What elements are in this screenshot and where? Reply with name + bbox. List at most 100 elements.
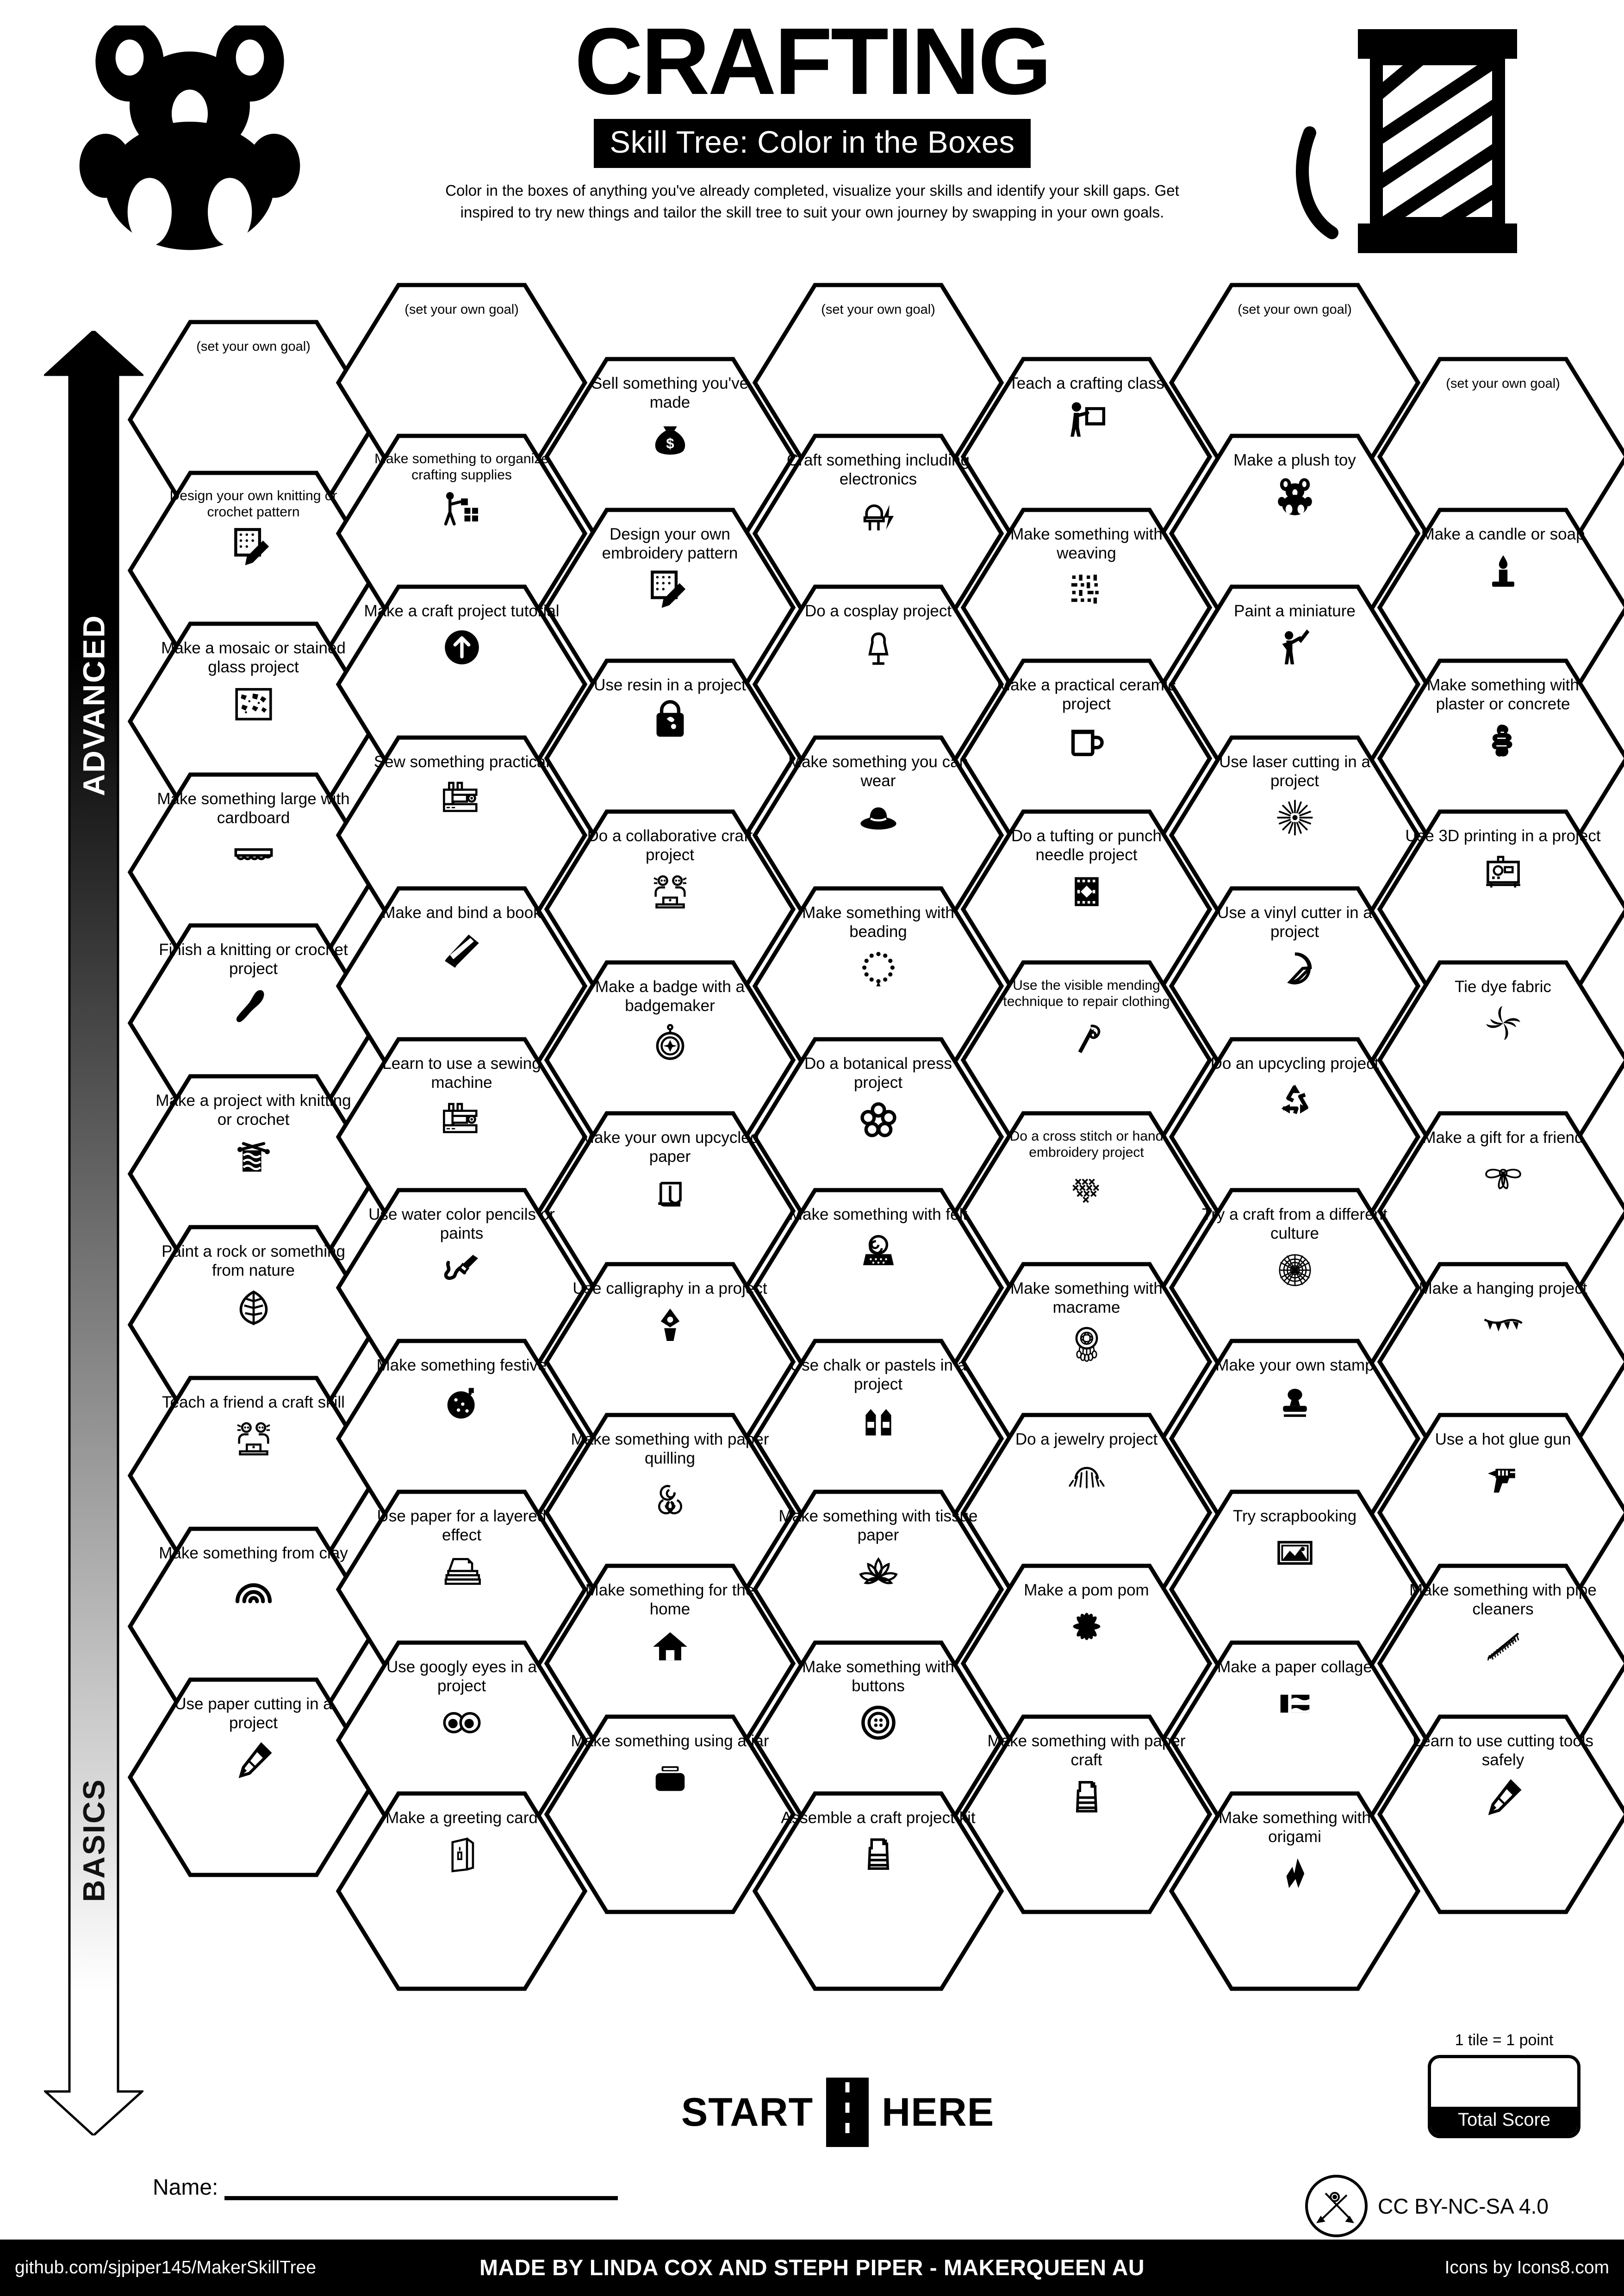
hex-tile[interactable]: Design your own embroidery pattern: [544, 507, 796, 708]
footer-repo-link[interactable]: github.com/sjpiper145/MakerSkillTree: [15, 2258, 317, 2277]
hex-tile[interactable]: Make a craft project tutorial: [336, 584, 588, 785]
page-title: CRAFTING: [574, 8, 1052, 114]
hex-tile[interactable]: Assemble a craft project kit: [752, 1791, 1004, 1992]
hex-tile-label: Make something to organize crafting supp…: [374, 451, 549, 483]
hex-tile[interactable]: Make a greeting card: [336, 1791, 588, 1992]
name-input-line[interactable]: [224, 2194, 618, 2200]
hex-tile-set-own-goal[interactable]: (set your own goal): [752, 282, 1004, 483]
hex-tile[interactable]: Use paper cutting in a project: [127, 1677, 380, 1878]
teddy-bear-icon: [1273, 474, 1317, 519]
maker-badge-icon: [1305, 2175, 1368, 2237]
hex-tile[interactable]: Do a tufting or punch needle project: [960, 809, 1213, 1010]
hex-tile-label: (set your own goal): [1446, 376, 1560, 391]
hex-tile-label: Use resin in a project: [594, 676, 746, 694]
hex-tile[interactable]: Craft something including electronics: [752, 433, 1004, 634]
hexagon-outline: [960, 1714, 1213, 1915]
hex-tile[interactable]: Make something with felt: [752, 1187, 1004, 1388]
3d-printer-icon: [1481, 850, 1525, 894]
hex-tile[interactable]: Make something with macrame: [960, 1261, 1213, 1462]
hex-tile-set-own-goal[interactable]: (set your own goal): [1377, 356, 1624, 557]
hexagon-outline: [336, 1791, 588, 1992]
hex-tile[interactable]: Finish a knitting or crochet project: [127, 923, 380, 1123]
hex-tile[interactable]: Use googly eyes in a project: [336, 1640, 588, 1841]
hex-tile-label: (set your own goal): [821, 302, 935, 317]
hex-tile-label: Try a craft from a different culture: [1202, 1205, 1388, 1243]
origami-icon: [1273, 1851, 1317, 1896]
hex-tile[interactable]: Learn to use a sewing machine: [336, 1036, 588, 1237]
hex-tile[interactable]: Do an upcycling project: [1169, 1036, 1421, 1237]
hex-tile[interactable]: Use resin in a project: [544, 658, 796, 859]
hex-tile[interactable]: Use water color pencils or paints: [336, 1187, 588, 1388]
embroidery-pattern-icon: [648, 568, 692, 612]
house-icon: [648, 1624, 692, 1668]
hex-tile-label: Do a tufting or punch needle project: [1011, 827, 1162, 864]
hex-tile[interactable]: Make something from clay: [127, 1526, 380, 1727]
hexagon-outline: [752, 1791, 1004, 1992]
hex-tile[interactable]: Make a mosaic or stained glass project: [127, 621, 380, 822]
hex-tile[interactable]: Make something with beading: [752, 886, 1004, 1086]
hex-tile-label: Make something with tissue paper: [778, 1507, 978, 1545]
hex-tile[interactable]: Make something with paper craft: [960, 1714, 1213, 1915]
hex-tile[interactable]: Sew something practical: [336, 735, 588, 936]
hex-tile-label: Use chalk or pastels in a project: [790, 1356, 967, 1394]
hex-tile-label: Make something with weaving: [1010, 525, 1163, 563]
resin-icon: [648, 699, 692, 744]
title-block: CRAFTING Skill Tree: Color in the Boxes …: [352, 14, 1273, 223]
thread-spool-icon: [1291, 25, 1532, 257]
hex-tile-set-own-goal[interactable]: (set your own goal): [336, 282, 588, 483]
hex-tile[interactable]: Make something with origami: [1169, 1791, 1421, 1992]
hex-tile[interactable]: Use laser cutting in a project: [1169, 735, 1421, 936]
hex-tile[interactable]: Make something using a jar: [544, 1714, 796, 1915]
up-arrow-circle-icon: [440, 625, 484, 670]
hex-tile[interactable]: Use 3D printing in a project: [1377, 809, 1624, 1010]
score-input-area[interactable]: [1431, 2058, 1577, 2107]
hex-tile[interactable]: Make something with tissue paper: [752, 1489, 1004, 1690]
hex-tile[interactable]: Make and bind a book: [336, 886, 588, 1086]
hex-tile[interactable]: Make something with buttons: [752, 1640, 1004, 1841]
teacher-icon: [1064, 397, 1109, 442]
hex-tile[interactable]: Do a cross stitch or hand embroidery pro…: [960, 1111, 1213, 1311]
hex-tile-label: Sew something practical: [373, 753, 550, 771]
hex-tile[interactable]: Use paper for a layered effect: [336, 1489, 588, 1690]
hex-tile[interactable]: Learn to use cutting tools safely: [1377, 1714, 1624, 1915]
hex-tile[interactable]: Make something you can wear: [752, 735, 1004, 936]
hex-tile[interactable]: Teach a crafting class: [960, 356, 1213, 557]
hex-tile[interactable]: Teach a friend a craft skill: [127, 1375, 380, 1576]
hex-tile[interactable]: Design your own knitting or crochet patt…: [127, 470, 380, 671]
hex-tile[interactable]: Use chalk or pastels in a project: [752, 1338, 1004, 1539]
hex-tile[interactable]: Sell something you've made $: [544, 356, 796, 557]
footer-icon-credit: Icons by Icons8.com: [1444, 2258, 1610, 2277]
hex-tile-label: Make something from clay: [159, 1544, 348, 1562]
hex-tile[interactable]: Make something to organize crafting supp…: [336, 433, 588, 634]
craft-knife-icon: [231, 1738, 276, 1782]
jewelry-icon: [1064, 1453, 1109, 1498]
subtitle-banner: Skill Tree: Color in the Boxes: [594, 119, 1031, 168]
name-field[interactable]: Name:: [153, 2175, 618, 2200]
hex-tile[interactable]: Make a plush toy: [1169, 433, 1421, 634]
vinyl-sticker-icon: [1273, 946, 1317, 991]
hex-tile[interactable]: Make a project with knitting or crochet: [127, 1074, 380, 1274]
hex-tile[interactable]: Paint a rock or something from nature: [127, 1224, 380, 1425]
hex-tile[interactable]: Make a hanging project: [1377, 1261, 1624, 1462]
hex-tile[interactable]: Paint a miniature: [1169, 584, 1421, 785]
hex-tile[interactable]: Make a gift for a friend: [1377, 1111, 1624, 1311]
hex-tile[interactable]: Make your own stamp: [1169, 1338, 1421, 1539]
weaving-grid-icon: [1064, 568, 1109, 612]
hex-tile[interactable]: Make a candle or soap: [1377, 507, 1624, 708]
hex-tile[interactable]: Do a cosplay project: [752, 584, 1004, 785]
hex-tile-label: (set your own goal): [1238, 302, 1352, 317]
leaf-icon: [231, 1285, 276, 1329]
cross-stitch-heart-icon: [1064, 1166, 1109, 1210]
hex-tile[interactable]: Make your own upcycled paper: [544, 1111, 796, 1311]
hex-tile[interactable]: Use a vinyl cutter in a project: [1169, 886, 1421, 1086]
hex-tile-label: Use water color pencils or paints: [368, 1205, 555, 1243]
hex-tile[interactable]: Make something for the home: [544, 1563, 796, 1764]
hex-tile-label: Make something with pipe cleaners: [1409, 1581, 1597, 1619]
total-score-box[interactable]: Total Score: [1428, 2055, 1580, 2138]
tie-dye-icon: [1481, 1001, 1525, 1045]
hex-tile-label: Do a cross stitch or hand embroidery pro…: [1009, 1129, 1164, 1160]
hex-tile-label: Use paper for a layered effect: [377, 1507, 547, 1545]
googly-eyes-icon: [440, 1700, 484, 1745]
hex-tile[interactable]: Do a collaborative craft project: [544, 809, 796, 1010]
hex-tile[interactable]: Make something large with cardboard: [127, 772, 380, 973]
